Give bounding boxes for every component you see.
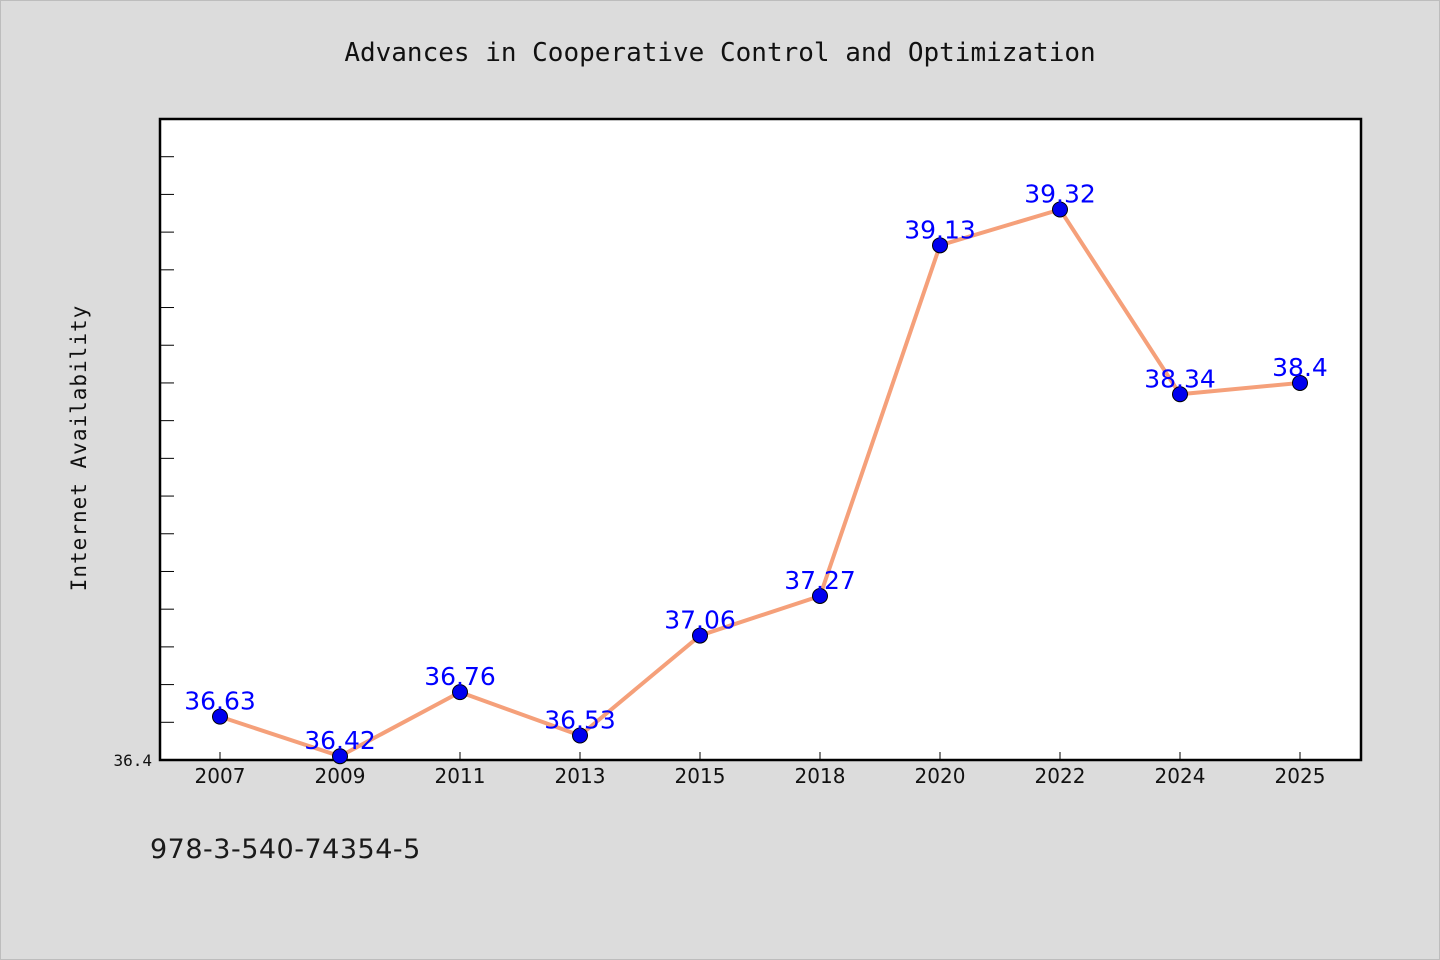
series-markers: [212, 201, 1308, 765]
data-point-marker: [572, 727, 588, 744]
data-point-marker: [1172, 386, 1188, 403]
series-lines: [218, 207, 1302, 759]
x-tick-label: 2024: [1155, 764, 1206, 788]
y-axis-tick-labels: 36.4: [113, 751, 152, 770]
x-tick-label: 2025: [1275, 764, 1326, 788]
data-label: 37.06: [664, 606, 736, 635]
data-point-marker: [212, 708, 228, 725]
data-label: 36.53: [544, 705, 616, 734]
data-label: 39.32: [1024, 179, 1096, 208]
data-point-marker: [692, 627, 708, 644]
data-point-marker: [332, 748, 348, 765]
x-axis-ticks: [219, 752, 1301, 760]
footer-code: 978-3-540-74354-5: [150, 834, 421, 865]
data-label: 38.4: [1272, 353, 1328, 382]
data-labels: 36.63 36.42 36.76 36.53 37.06 37.27 39.13 39.32…: [184, 179, 1328, 755]
plot-area: [158, 117, 1363, 762]
x-axis-tick-labels: 2007 2009 2011 2013 2015 2018 2020 2022 2024 2025: [195, 764, 1326, 788]
x-tick-label: 2015: [675, 764, 726, 788]
data-point-marker: [1052, 201, 1068, 218]
data-label: 36.63: [184, 687, 256, 716]
data-point-marker: [452, 684, 468, 701]
chart-title: Advances in Cooperative Control and Opti…: [344, 38, 1095, 68]
x-tick-label: 2007: [195, 764, 246, 788]
data-label: 37.27: [784, 566, 856, 595]
x-tick-label: 2020: [915, 764, 966, 788]
x-tick-label: 2018: [795, 764, 846, 788]
data-point-marker: [812, 587, 828, 604]
x-tick-label: 2009: [315, 764, 366, 788]
data-label: 38.34: [1144, 364, 1216, 393]
data-label: 36.42: [304, 726, 376, 755]
x-tick-label: 2011: [435, 764, 486, 788]
data-point-marker: [932, 237, 948, 254]
y-axis-label: Internet Availability: [67, 305, 91, 592]
y-axis-ticks: [160, 118, 174, 761]
y-tick-label: 36.4: [113, 751, 152, 770]
x-tick-label: 2022: [1035, 764, 1086, 788]
series-line: [218, 207, 1302, 759]
data-point-marker: [1292, 374, 1308, 391]
x-tick-label: 2013: [555, 764, 606, 788]
data-label: 36.76: [424, 662, 496, 691]
data-label: 39.13: [904, 215, 976, 244]
